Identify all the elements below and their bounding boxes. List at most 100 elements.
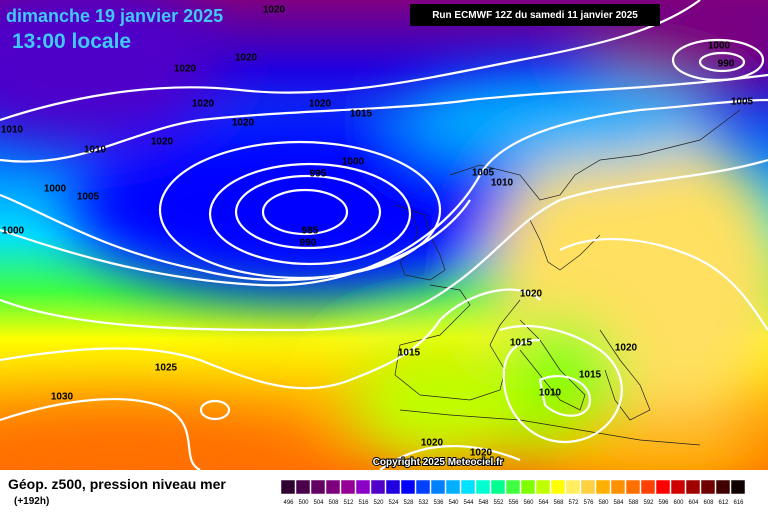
isobar-label: 1020	[309, 99, 332, 110]
isobar-label: 1000	[2, 226, 25, 237]
scale-label: 500	[298, 500, 309, 506]
scale-label: 612	[718, 500, 729, 506]
lead-time: (+192h)	[14, 496, 49, 507]
scale-swatch	[340, 479, 356, 495]
scale-label: 596	[658, 500, 669, 506]
isobar-label: 1005	[731, 97, 754, 108]
scale-swatch	[355, 479, 371, 495]
isobar-label: 1020	[470, 448, 493, 459]
scale-swatch	[520, 479, 536, 495]
isobars	[0, 0, 768, 470]
scale-swatch	[625, 479, 641, 495]
isobar-label: 1020	[151, 137, 174, 148]
scale-label: 592	[643, 500, 654, 506]
scale-label: 528	[403, 500, 414, 506]
scale-swatch	[280, 479, 296, 495]
scale-label: 532	[418, 500, 429, 506]
scale-swatch	[505, 479, 521, 495]
isobar-label: 1020	[615, 343, 638, 354]
scale-swatch	[670, 479, 686, 495]
forecast-date: dimanche 19 janvier 2025	[6, 6, 223, 26]
isobar-label: 1030	[51, 392, 74, 403]
footer-title: Géop. z500, pression niveau mer	[8, 476, 226, 492]
isobar-label: 990	[300, 238, 317, 249]
isobar-label: 1020	[263, 5, 286, 16]
isobar-label: 1020	[192, 99, 215, 110]
isobar-label: 1010	[539, 388, 562, 399]
scale-label: 548	[478, 500, 489, 506]
scale-label: 520	[373, 500, 384, 506]
scale-swatch	[595, 479, 611, 495]
isobar-label: 1015	[398, 348, 421, 359]
scale-label: 608	[703, 500, 714, 506]
scale-label: 588	[628, 500, 639, 506]
scale-label: 600	[673, 500, 684, 506]
isobar-label: 1020	[232, 118, 255, 129]
isobar-label: 1015	[510, 338, 533, 349]
scale-label: 544	[463, 500, 474, 506]
scale-swatch	[640, 479, 656, 495]
run-info: Run ECMWF 12Z du samedi 11 janvier 2025	[432, 10, 638, 21]
isobar-label: 1000	[44, 184, 67, 195]
scale-label: 584	[613, 500, 624, 506]
run-box	[410, 4, 660, 26]
scale-swatch	[445, 479, 461, 495]
scale-swatch	[490, 479, 506, 495]
scale-swatch	[415, 479, 431, 495]
scale-label: 508	[328, 500, 339, 506]
color-scale: 496 500 504 508 512 516 520 524 528 532 536 540 544 5…	[280, 479, 746, 506]
copyright: Copyright 2025 Meteociel.fr	[373, 457, 504, 468]
isobar-label: 1010	[84, 145, 107, 156]
scale-swatch	[715, 479, 731, 495]
isobar-label: 1015	[579, 370, 602, 381]
isobar-label: 995	[310, 169, 327, 180]
scale-label: 580	[598, 500, 609, 506]
scale-swatch	[385, 479, 401, 495]
scale-swatch	[550, 479, 566, 495]
scale-swatch	[400, 479, 416, 495]
scale-swatch	[475, 479, 491, 495]
scale-label: 536	[433, 500, 444, 506]
scale-swatch	[655, 479, 671, 495]
scale-label: 524	[388, 500, 399, 506]
scale-label: 512	[343, 500, 354, 506]
isobar-label: 1020	[174, 64, 197, 75]
isobar-label: 1000	[342, 157, 365, 168]
scale-swatch	[295, 479, 311, 495]
scale-swatch	[370, 479, 386, 495]
isobar-label: 1005	[472, 168, 495, 179]
forecast-time: 13:00 locale	[12, 30, 131, 53]
scale-label: 556	[508, 500, 519, 506]
isobar-label: 1010	[491, 178, 514, 189]
isobar-label: 1015	[350, 109, 373, 120]
isobar-label: 1000	[708, 41, 731, 52]
scale-label: 564	[538, 500, 549, 506]
scale-label: 496	[283, 500, 294, 506]
scale-swatch	[430, 479, 446, 495]
scale-swatch	[565, 479, 581, 495]
isobar-label: 990	[718, 59, 735, 70]
isobar-label: 1020	[520, 289, 543, 300]
isobar-label: 1005	[77, 192, 100, 203]
isobar-label: 1010	[1, 125, 24, 136]
isobar-label: 1020	[235, 53, 258, 64]
scale-swatch	[610, 479, 626, 495]
isobar-label: 1020	[421, 438, 444, 449]
scale-label: 576	[583, 500, 594, 506]
isobar-label: 1025	[155, 363, 178, 374]
scale-label: 516	[358, 500, 369, 506]
scale-swatch	[310, 479, 326, 495]
scale-label: 568	[553, 500, 564, 506]
isobar-label: 985	[302, 226, 319, 237]
scale-label: 552	[493, 500, 504, 506]
scale-swatch	[580, 479, 596, 495]
scale-swatch	[685, 479, 701, 495]
scale-swatch	[460, 479, 476, 495]
scale-label: 616	[733, 500, 744, 506]
scale-swatch	[535, 479, 551, 495]
scale-label: 504	[313, 500, 324, 506]
scale-swatch	[700, 479, 716, 495]
scale-label: 572	[568, 500, 579, 506]
